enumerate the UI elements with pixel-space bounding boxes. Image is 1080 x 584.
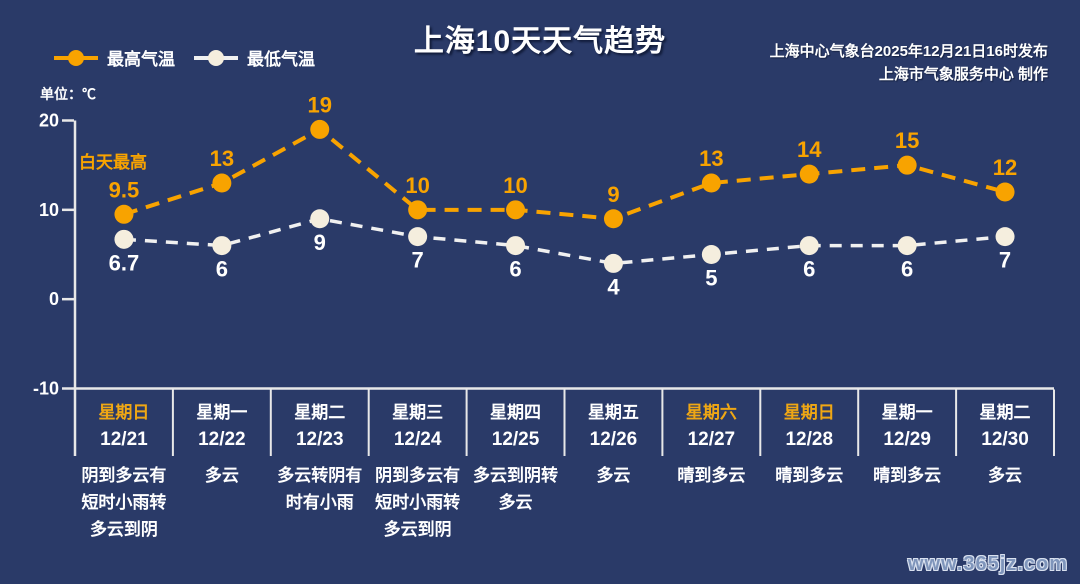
high-temp-value-label: 19 (308, 92, 332, 117)
high-temp-value-label: 13 (210, 146, 234, 171)
high-temp-value-label: 13 (699, 146, 723, 171)
high-temp-value-label: 9.5 (109, 177, 140, 202)
low-temp-point (995, 227, 1015, 247)
y-tick-label: 10 (39, 200, 59, 220)
high-temp-value-label: 14 (797, 137, 822, 162)
publisher-line1: 上海中心气象台2025年12月21日16时发布 (769, 43, 1048, 60)
publisher-info: 上海中心气象台2025年12月21日16时发布 上海市气象服务中心 制作 (770, 40, 1048, 86)
y-tick-label: 20 (39, 111, 59, 131)
low-temp-point (506, 236, 526, 256)
low-temp-point (897, 236, 917, 256)
low-temp-point (603, 253, 623, 273)
high-temp-point (799, 164, 819, 184)
page-title: 上海10天天气趋势 (413, 25, 667, 58)
low-temp-legend-marker-icon (194, 49, 238, 66)
low-temp-line (123, 216, 1006, 266)
legend-low-label: 最低气温 (247, 50, 315, 69)
y-tick-label: -10 (33, 379, 59, 399)
y-tick-label: 0 (49, 289, 59, 309)
high-temp-point (310, 119, 330, 139)
low-temp-point (114, 229, 134, 249)
high-temp-point (506, 200, 526, 220)
high-temp-point (897, 155, 917, 175)
high-temp-value-label: 10 (503, 173, 527, 198)
unit-label: 单位：℃ (40, 86, 96, 102)
low-temp-value-label: 6.7 (109, 250, 140, 275)
low-temp-value-label: 7 (999, 248, 1011, 273)
low-temp-value-label: 7 (412, 248, 424, 273)
watermark: www.365jz.com (907, 553, 1068, 575)
high-temp-point (995, 182, 1015, 202)
publisher-line2: 上海市气象服务中心 制作 (878, 66, 1048, 83)
high-temp-line (123, 127, 1006, 221)
high-temp-value-label: 9 (607, 182, 619, 207)
high-temp-point (603, 209, 623, 229)
low-temp-point (799, 236, 819, 256)
legend-high-label: 最高气温 (107, 50, 175, 69)
high-temp-value-label: 10 (405, 173, 429, 198)
legend-item-low: 最低气温 (193, 45, 315, 70)
chart-legend: 最高气温 最低气温 (53, 45, 315, 70)
low-temp-value-label: 5 (705, 266, 717, 291)
low-temp-value-label: 6 (509, 257, 521, 282)
low-temp-value-label: 6 (803, 257, 815, 282)
high-temp-point (408, 200, 428, 220)
high-temp-legend-marker-icon (54, 49, 98, 66)
high-temp-point (701, 173, 721, 193)
day-max-annotation: 白天最高 (79, 152, 147, 172)
high-temp-value-label: 12 (993, 155, 1017, 180)
high-temp-point (114, 204, 134, 224)
low-temp-value-label: 6 (216, 257, 228, 282)
low-temp-point (701, 245, 721, 264)
high-temp-value-label: 15 (895, 128, 919, 153)
legend-item-high: 最高气温 (53, 45, 175, 70)
low-temp-value-label: 4 (607, 274, 620, 299)
low-temp-value-label: 6 (901, 257, 913, 282)
low-temp-value-label: 9 (314, 230, 326, 255)
low-temp-point (408, 227, 428, 247)
high-temp-point (212, 173, 232, 193)
low-temp-point (212, 236, 232, 256)
low-temp-point (310, 209, 330, 229)
